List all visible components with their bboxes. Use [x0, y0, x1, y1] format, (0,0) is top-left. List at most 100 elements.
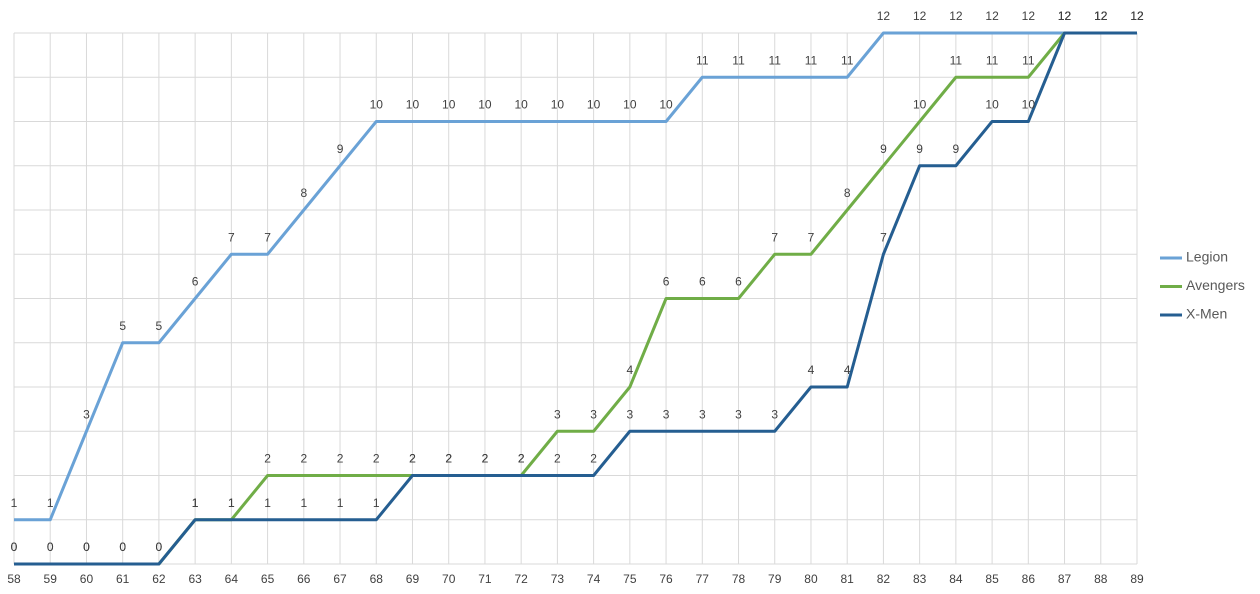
data-label: 6: [699, 275, 706, 289]
data-label: 12: [1094, 9, 1108, 23]
data-label: 12: [1058, 9, 1072, 23]
data-label: 10: [370, 98, 384, 112]
data-label: 0: [11, 540, 18, 554]
x-tick-label: 83: [913, 572, 927, 586]
data-label: 10: [913, 98, 927, 112]
data-label: 7: [264, 230, 271, 244]
data-label: 11: [769, 53, 782, 67]
x-tick-label: 81: [841, 572, 855, 586]
data-label: 0: [156, 540, 163, 554]
x-tick-label: 66: [297, 572, 311, 586]
x-tick-label: 89: [1130, 572, 1144, 586]
data-label: 11: [732, 53, 745, 67]
data-label: 2: [445, 452, 452, 466]
x-tick-label: 78: [732, 572, 746, 586]
data-label: 4: [626, 363, 633, 377]
data-label: 12: [949, 9, 963, 23]
data-label: 4: [808, 363, 815, 377]
data-label: 2: [409, 452, 416, 466]
x-tick-label: 86: [1022, 572, 1036, 586]
data-label: 11: [950, 53, 963, 67]
data-label: 3: [590, 407, 597, 421]
x-tick-label: 71: [478, 572, 492, 586]
x-tick-label: 80: [804, 572, 818, 586]
x-tick-label: 70: [442, 572, 456, 586]
x-tick-label: 72: [514, 572, 528, 586]
data-label: 10: [478, 98, 492, 112]
data-label: 7: [880, 230, 887, 244]
data-label: 11: [986, 53, 999, 67]
data-label: 11: [805, 53, 818, 67]
data-label: 12: [1130, 9, 1144, 23]
x-tick-label: 64: [225, 572, 239, 586]
x-tick-label: 61: [116, 572, 130, 586]
data-label: 0: [119, 540, 126, 554]
data-label: 1: [192, 496, 199, 510]
data-label: 0: [83, 540, 90, 554]
data-label: 4: [844, 363, 851, 377]
data-label: 7: [771, 230, 778, 244]
data-label: 2: [482, 452, 489, 466]
data-label: 12: [877, 9, 891, 23]
x-tick-label: 88: [1094, 572, 1108, 586]
plot: [14, 31, 1137, 566]
x-tick-label: 77: [696, 572, 710, 586]
data-label: 5: [156, 319, 163, 333]
data-label: 2: [409, 452, 416, 466]
data-label: 10: [1022, 98, 1036, 112]
legend-label: Legion: [1186, 249, 1228, 265]
data-label: 3: [663, 407, 670, 421]
series-line: [14, 31, 1137, 522]
series-line: [14, 31, 1137, 566]
data-label: 3: [699, 407, 706, 421]
x-tick-label: 87: [1058, 572, 1072, 586]
data-label: 12: [1058, 9, 1072, 23]
data-label: 2: [554, 452, 561, 466]
grid: 58 59 60 61 62 63 64 65 66 67 68 69 70 71 72 73 74 75 76 77…: [7, 32, 1144, 586]
data-label: 1: [192, 496, 199, 510]
data-label: 10: [587, 98, 601, 112]
data-label: 11: [841, 53, 854, 67]
data-label: 3: [735, 407, 742, 421]
data-label: 9: [337, 142, 344, 156]
data-label: 10: [406, 98, 420, 112]
data-label: 12: [1130, 9, 1144, 23]
data-label: 0: [119, 540, 126, 554]
data-label: 10: [442, 98, 456, 112]
data-label: 8: [300, 186, 307, 200]
legend: Legion Avengers X-Men: [1160, 249, 1245, 322]
x-tick-label: 82: [877, 572, 891, 586]
data-label: 12: [1022, 9, 1036, 23]
data-label: 2: [445, 452, 452, 466]
data-label: 10: [659, 98, 673, 112]
data-label: 0: [11, 540, 18, 554]
data-label: 10: [514, 98, 528, 112]
data-label: 1: [264, 496, 271, 510]
x-tick-label: 60: [80, 572, 94, 586]
x-tick-label: 63: [188, 572, 202, 586]
data-label: 3: [626, 407, 633, 421]
x-tick-label: 67: [333, 572, 347, 586]
data-label: 1: [373, 496, 380, 510]
x-tick-label: 84: [949, 572, 963, 586]
data-label: 11: [1022, 53, 1035, 67]
data-label: 1: [228, 496, 235, 510]
data-label: 0: [47, 540, 54, 554]
data-label: 2: [264, 452, 271, 466]
data-label: 0: [47, 540, 54, 554]
data-label: 3: [83, 407, 90, 421]
data-label: 8: [844, 186, 851, 200]
data-label: 9: [880, 142, 887, 156]
x-tick-label: 59: [44, 572, 58, 586]
data-label: 2: [300, 452, 307, 466]
data-label: 0: [156, 540, 163, 554]
data-label: 11: [696, 53, 709, 67]
data-label: 1: [11, 496, 18, 510]
data-label: 7: [808, 230, 815, 244]
data-label: 3: [554, 407, 561, 421]
data-label: 9: [953, 142, 960, 156]
x-tick-label: 69: [406, 572, 420, 586]
data-label: 12: [1094, 9, 1108, 23]
x-tick-label: 75: [623, 572, 637, 586]
